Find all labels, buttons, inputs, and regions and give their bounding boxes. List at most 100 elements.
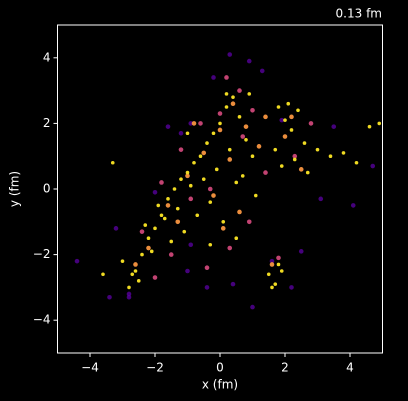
point (165, 124, 171, 129)
point (166, 197, 170, 201)
point (207, 186, 213, 192)
point (276, 105, 281, 109)
point (305, 170, 310, 175)
point (279, 117, 285, 123)
point (120, 259, 125, 263)
point (302, 141, 307, 145)
point (279, 164, 284, 168)
point (289, 114, 294, 120)
point (113, 226, 119, 231)
point (185, 268, 190, 274)
point (269, 258, 275, 264)
point (217, 127, 223, 133)
point (224, 105, 229, 109)
point (237, 209, 242, 215)
point (188, 183, 193, 188)
point (162, 216, 167, 221)
point (270, 285, 274, 290)
point (208, 242, 213, 247)
chart-title: 0.13 fm (336, 7, 382, 21)
point (169, 239, 174, 244)
point (188, 242, 194, 248)
point (230, 101, 236, 107)
point (227, 52, 233, 57)
point (208, 200, 213, 204)
point (204, 265, 210, 271)
y-axis-label: y (fm) (8, 171, 22, 207)
point (211, 131, 216, 136)
point (377, 121, 382, 126)
point (328, 154, 333, 158)
point (195, 213, 200, 218)
point (227, 245, 233, 251)
y-tick-label: 2 (43, 116, 51, 130)
plot-frame (57, 24, 383, 354)
point (127, 285, 131, 290)
point (250, 304, 255, 310)
point (263, 114, 268, 120)
point (175, 219, 181, 225)
point (341, 151, 346, 155)
point (185, 131, 190, 136)
x-tick-label: −4 (81, 361, 99, 375)
point (282, 134, 288, 139)
point (201, 150, 207, 156)
point (224, 75, 229, 80)
point (133, 262, 138, 267)
point (367, 124, 372, 129)
point (133, 269, 138, 273)
point (289, 285, 294, 290)
point (146, 236, 151, 240)
point (227, 147, 232, 152)
x-axis-label: x (fm) (202, 378, 238, 392)
point (259, 68, 265, 74)
point (221, 220, 226, 224)
point (205, 141, 209, 145)
point (188, 196, 194, 202)
point (146, 245, 151, 251)
point (246, 58, 252, 64)
point (273, 147, 278, 152)
point (159, 213, 164, 218)
x-tick-label: 2 (281, 361, 289, 375)
point (74, 258, 80, 264)
point (172, 187, 177, 191)
point (230, 281, 236, 287)
point (178, 147, 184, 152)
point (234, 236, 239, 240)
point (156, 203, 161, 208)
point (201, 177, 206, 181)
point (237, 88, 242, 93)
point (211, 193, 216, 198)
point (250, 107, 255, 113)
point (253, 193, 258, 198)
point (220, 226, 226, 231)
point (178, 130, 184, 136)
point (292, 153, 298, 159)
point (250, 154, 255, 158)
point (182, 229, 187, 234)
point (269, 262, 275, 267)
point (101, 272, 105, 277)
point (298, 249, 304, 254)
point (185, 170, 190, 175)
point (298, 167, 304, 172)
x-tick-label: −2 (146, 361, 164, 375)
point (237, 115, 242, 119)
point (292, 157, 297, 162)
point (143, 223, 148, 227)
point (350, 203, 356, 208)
point (243, 124, 249, 129)
y-tick-label: 0 (43, 182, 51, 196)
point (296, 108, 300, 113)
point (279, 269, 284, 273)
point (159, 180, 164, 185)
point (283, 118, 287, 122)
point (198, 154, 203, 158)
point (211, 75, 216, 80)
point (140, 252, 144, 257)
point (224, 92, 229, 96)
point (214, 167, 219, 172)
point (240, 134, 246, 139)
